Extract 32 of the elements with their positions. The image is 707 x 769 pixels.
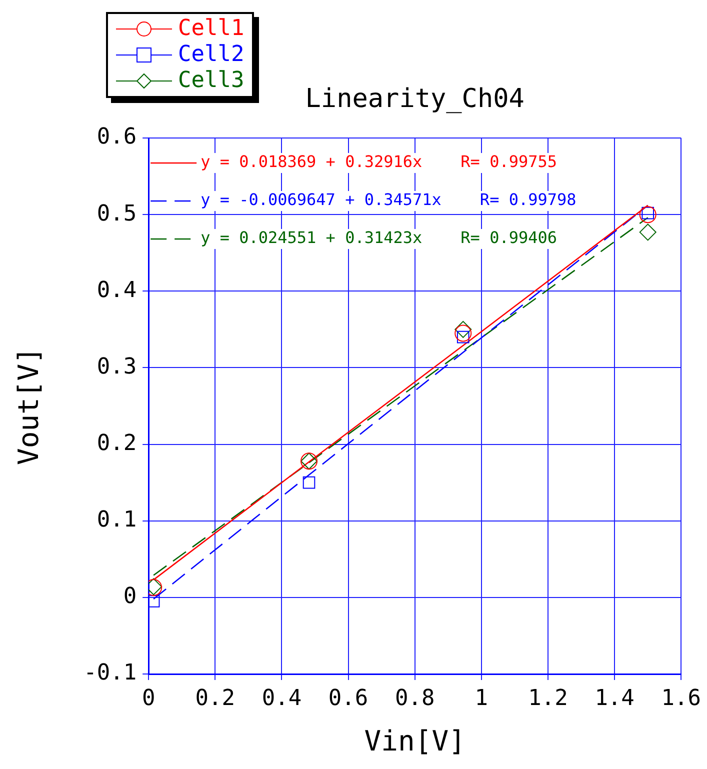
x-tick-label: 1.2 [528, 686, 568, 711]
y-tick-label: 0.5 [96, 201, 137, 226]
legend-label: Cell1 [178, 16, 244, 42]
y-axis-title: Vout[V] [12, 346, 46, 466]
x-tick-label: 1.6 [661, 686, 702, 711]
chart-title: Linearity_Ch04 [305, 84, 524, 114]
y-tick-label: 0 [123, 584, 137, 610]
x-tick-label: 0 [142, 686, 156, 711]
y-tick-label: 0.1 [96, 508, 137, 533]
y-tick-label: 0.3 [96, 354, 137, 380]
y-tick-label: 0.4 [96, 278, 137, 303]
point [148, 595, 160, 608]
legend-label: Cell3 [178, 68, 244, 94]
point [639, 206, 656, 224]
y-tick-label: 0.6 [96, 124, 137, 150]
x-tick-label: 0.6 [328, 686, 368, 711]
x-tick-label: 1.4 [594, 686, 634, 711]
x-tick-label: 0.4 [262, 686, 302, 711]
annotation: y = -0.0069647 + 0.34571x R= 0.99798 [200, 190, 576, 210]
x-tick-label: 1 [474, 686, 488, 711]
x-tick-label: 0.2 [195, 686, 236, 711]
annotation: y = 0.018369 + 0.32916x R= 0.99755 [200, 152, 557, 172]
point [639, 224, 656, 241]
point [302, 476, 316, 489]
x-tick-label: 0.8 [394, 686, 435, 711]
annotation: y = 0.024551 + 0.31423x R= 0.99406 [200, 228, 557, 248]
y-tick-label: 0.2 [96, 431, 137, 456]
point [454, 320, 472, 338]
legend-label: Cell2 [178, 42, 244, 68]
y-tick-label: -0.1 [84, 660, 137, 686]
x-axis-title: Vin[V] [364, 724, 466, 758]
point [454, 324, 472, 342]
